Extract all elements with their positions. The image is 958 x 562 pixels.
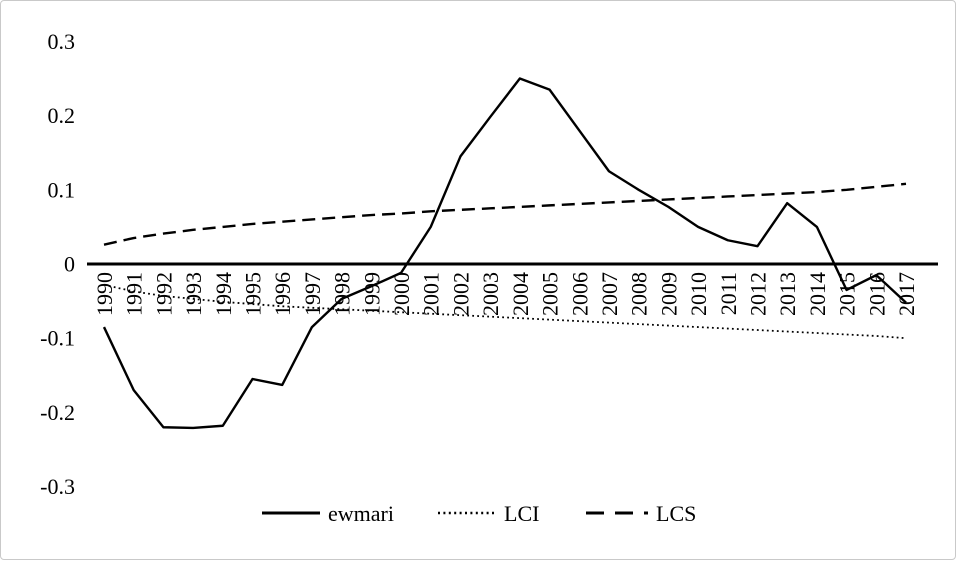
legend-label-lcs: LCS <box>656 501 696 526</box>
x-tick-label: 2014 <box>805 272 830 316</box>
y-tick-label: 0.3 <box>48 29 76 54</box>
series-line-lcs <box>103 182 907 246</box>
x-tick-label: 1997 <box>300 272 325 316</box>
x-tick-label: 2011 <box>716 272 741 315</box>
x-tick-label: 1995 <box>241 272 266 316</box>
legend-label-ewmari: ewmari <box>328 501 394 526</box>
x-tick-label: 2009 <box>656 272 681 316</box>
x-tick-label: 1996 <box>270 272 295 316</box>
series-line-ewmari <box>102 77 907 430</box>
series-line-lci <box>103 283 907 340</box>
x-tick-label: 2013 <box>775 272 800 316</box>
x-tick-label: 1993 <box>181 272 206 316</box>
series-lines <box>102 77 907 430</box>
y-tick-label: 0 <box>64 252 75 277</box>
x-tick-label: 2008 <box>627 272 652 316</box>
x-tick-label: 1999 <box>359 272 384 316</box>
y-tick-label: 0.1 <box>48 177 76 202</box>
x-tick-label: 2006 <box>567 272 592 316</box>
x-tick-label: 2001 <box>419 272 444 316</box>
x-tick-label: 2002 <box>448 272 473 316</box>
y-tick-label: -0.3 <box>40 474 75 499</box>
legend-label-lci: LCI <box>504 501 539 526</box>
x-tick-label: 2007 <box>597 272 622 316</box>
x-tick-label: 2010 <box>686 272 711 316</box>
y-tick-label: -0.2 <box>40 400 75 425</box>
x-tick-label: 1992 <box>151 272 176 316</box>
chart-legend: ewmari LCI LCS <box>262 501 696 526</box>
x-tick-label: 2012 <box>745 272 770 316</box>
x-axis-labels: 1990 1991 1992 1993 1994 1995 1996 1997 1998 1999… <box>92 272 919 316</box>
y-tick-label: 0.2 <box>48 103 76 128</box>
x-tick-label: 2000 <box>389 272 414 316</box>
x-tick-label: 2004 <box>508 272 533 316</box>
y-axis-labels: 0.3 0.2 0.1 0 -0.1 -0.2 -0.3 <box>40 29 75 499</box>
x-tick-label: 2015 <box>835 272 860 316</box>
x-tick-label: 1994 <box>211 272 236 316</box>
x-tick-label: 2003 <box>478 272 503 316</box>
x-tick-label: 1991 <box>122 272 147 316</box>
x-tick-label: 2005 <box>538 272 563 316</box>
y-tick-label: -0.1 <box>40 326 75 351</box>
x-tick-label: 1990 <box>92 272 117 316</box>
